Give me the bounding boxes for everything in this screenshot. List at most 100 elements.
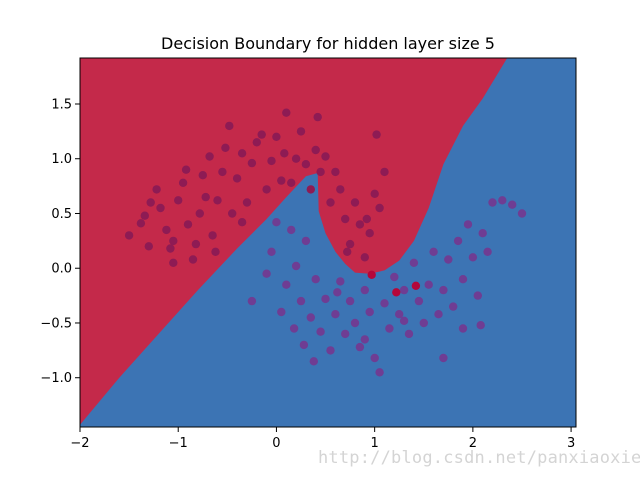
data-point [336, 185, 345, 194]
data-point [247, 158, 257, 168]
data-point [213, 196, 222, 205]
x-tick-label: 2 [469, 436, 477, 451]
data-point [287, 178, 296, 187]
data-point [140, 211, 149, 220]
data-point [301, 236, 311, 246]
data-point [316, 167, 325, 177]
data-point [316, 327, 325, 336]
data-point [198, 171, 207, 180]
data-point [252, 138, 261, 147]
data-point [350, 318, 360, 328]
y-axis: −1.0 −0.5 0.0 0.5 1.0 1.5 [40, 97, 80, 386]
data-point [306, 185, 315, 194]
data-point [434, 310, 443, 319]
data-point [341, 214, 350, 224]
data-point [306, 313, 315, 322]
data-point [221, 143, 230, 152]
data-point [296, 296, 306, 306]
data-point [191, 239, 201, 249]
data-point [326, 346, 335, 355]
data-point [385, 324, 394, 333]
data-point [458, 275, 468, 284]
data-point [390, 272, 399, 282]
data-point [201, 192, 210, 202]
data-point [309, 357, 318, 366]
data-point [267, 247, 276, 256]
data-point [262, 269, 271, 278]
data-point [136, 219, 146, 228]
data-point [365, 229, 374, 238]
data-point [476, 321, 485, 330]
data-point [473, 291, 482, 300]
data-point [205, 152, 214, 161]
data-point [411, 281, 421, 290]
data-point [414, 296, 424, 306]
data-point [375, 203, 384, 213]
data-point [429, 247, 438, 256]
data-point [272, 132, 281, 141]
data-point [399, 285, 409, 295]
data-point [296, 127, 306, 136]
x-axis: −2 −1 0 1 2 3 [70, 427, 575, 451]
data-point [517, 209, 527, 218]
watermark-text: http://blog.csdn.net/panxiaoxie [318, 448, 640, 468]
data-point [313, 112, 322, 122]
data-point [341, 329, 350, 339]
data-point [280, 149, 289, 158]
data-point [362, 214, 371, 224]
data-point [156, 203, 165, 213]
data-point [370, 353, 379, 363]
data-point [498, 196, 507, 205]
data-point [345, 239, 355, 249]
data-point [372, 130, 381, 139]
data-point [321, 152, 330, 161]
data-point [301, 160, 311, 169]
data-point [360, 253, 369, 262]
data-point [449, 302, 458, 311]
data-point [208, 231, 217, 240]
y-tick-label: 1.5 [51, 97, 72, 112]
data-point [360, 285, 369, 295]
data-points [124, 108, 527, 377]
data-point [228, 209, 237, 218]
data-point [272, 218, 281, 227]
data-point [424, 280, 433, 289]
data-point [183, 220, 193, 229]
data-point [124, 231, 134, 240]
data-point [321, 294, 330, 304]
data-point [237, 218, 247, 227]
y-tick-label: 0.5 [51, 207, 72, 222]
data-point [311, 275, 320, 284]
data-point [453, 236, 463, 246]
data-point [289, 324, 299, 333]
data-point [232, 174, 242, 183]
data-point [152, 185, 161, 194]
data-point [267, 156, 276, 166]
data-point [181, 165, 191, 174]
data-point [343, 247, 352, 256]
data-point [166, 244, 175, 253]
data-point [478, 229, 487, 238]
data-point [247, 296, 257, 306]
data-point [282, 108, 291, 117]
data-point [169, 258, 178, 267]
data-point [237, 149, 247, 158]
data-point [483, 247, 492, 256]
data-point [146, 198, 155, 207]
data-point [331, 167, 340, 177]
data-point [375, 368, 384, 377]
y-tick-label: 0.0 [51, 262, 72, 277]
data-point [311, 145, 320, 155]
data-point [468, 253, 478, 262]
data-point [188, 255, 198, 264]
data-point [463, 220, 473, 229]
data-point [360, 335, 369, 344]
chart-title: Decision Boundary for hidden layer size … [161, 34, 495, 53]
data-point [404, 329, 414, 339]
data-point [299, 340, 309, 350]
data-point [287, 225, 296, 235]
data-point [291, 261, 301, 271]
data-point [439, 353, 448, 363]
data-point [370, 189, 379, 198]
data-point [225, 121, 234, 131]
